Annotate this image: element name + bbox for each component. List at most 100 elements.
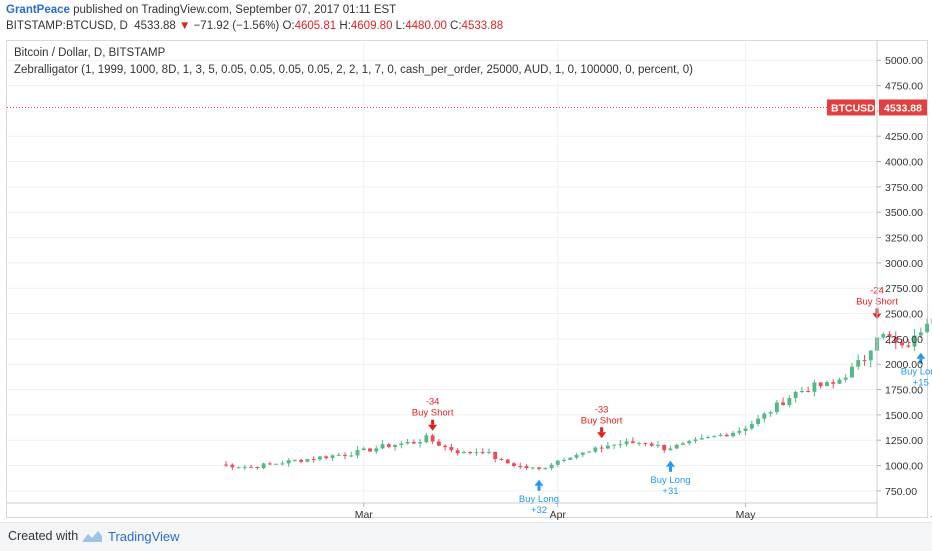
candle-body [537, 467, 541, 469]
price-change: −71.92 (−1.56%) [193, 20, 280, 32]
candle-body [505, 459, 510, 464]
candle-body [824, 382, 829, 387]
trade-pnl-label: +31 [662, 486, 678, 497]
candle-body [368, 448, 372, 452]
price-tick-label: 2500.00 [885, 309, 923, 321]
trade-signal-label: Buy Long [519, 494, 559, 505]
chart-title: Bitcoin / Dollar, D, BITSTAMP [14, 47, 166, 59]
candle-body [718, 434, 723, 436]
change-down-icon: ▼ [179, 20, 191, 32]
buy-arrow-icon [668, 466, 672, 472]
time-tick-label: Apr [550, 509, 567, 520]
time-tick-label: May [736, 509, 757, 520]
tradingview-brand-link[interactable]: TradingView [108, 529, 180, 544]
close-label: C: [450, 20, 462, 32]
candle-body [430, 435, 435, 442]
footer: Created with TradingView [0, 522, 932, 551]
candle-body [900, 342, 904, 346]
publication-header: GrantPeace published on TradingView.com,… [0, 0, 932, 36]
candle-body [762, 413, 767, 419]
candle-body [286, 460, 291, 464]
low-label: L: [395, 20, 406, 32]
buy-arrow-icon [916, 352, 926, 359]
trade-pnl-label: -34 [426, 397, 440, 408]
publication-line: GrantPeace published on TradingView.com,… [6, 4, 396, 16]
trade-signal-label: Buy Short [581, 415, 623, 426]
indicator-legend: Zebralligator (1, 1999, 1000, 8D, 1, 3, … [14, 64, 693, 76]
candle-body [480, 452, 485, 454]
high-value: 4609.80 [350, 20, 393, 32]
candle-body [918, 332, 923, 336]
candle-body [756, 418, 761, 424]
candle-body [674, 444, 679, 449]
candle-body [436, 441, 441, 446]
candle-body [424, 435, 429, 443]
price-tick-label: 4000.00 [885, 157, 923, 169]
buy-arrow-icon [919, 358, 923, 364]
candle-body [380, 444, 385, 449]
candle-body [643, 442, 648, 444]
candle-body [637, 442, 642, 444]
trade-signal-label: Buy Long [901, 367, 932, 378]
candle-body [668, 448, 673, 451]
candle-body [599, 447, 604, 449]
symbol-line: BITSTAMP:BTCUSD, D 4533.88 ▼ −71.92 (−1.… [6, 20, 503, 32]
candle-body [893, 336, 898, 343]
candle-body [499, 459, 504, 461]
candle-body [850, 366, 854, 378]
candle-body [543, 468, 548, 470]
price-tick-label: 1750.00 [885, 385, 923, 397]
trade-signal-label: Buy Short [412, 408, 454, 419]
candle-body [336, 454, 341, 456]
candle-body [236, 467, 241, 469]
author-link[interactable]: GrantPeace [6, 4, 70, 16]
candle-body [361, 448, 366, 451]
price-tick-label: 1250.00 [885, 435, 923, 447]
candle-body [799, 391, 804, 393]
buy-arrow-icon [665, 460, 675, 467]
candle-body [681, 443, 685, 445]
candle-body [418, 442, 423, 444]
candle-body [912, 335, 917, 347]
candle-body [530, 467, 535, 469]
candle-body [749, 423, 754, 429]
candle-body [299, 459, 304, 462]
price-tick-label: 1000.00 [885, 461, 923, 473]
candle-body [831, 382, 836, 384]
candle-body [461, 451, 466, 454]
candle-body [925, 323, 930, 333]
trade-pnl-label: +32 [531, 505, 547, 516]
candle-body [574, 454, 579, 458]
price-tick-label: 5000.00 [885, 55, 923, 67]
created-with-text: Created with [8, 529, 79, 543]
candle-series [224, 318, 932, 471]
candle-body [743, 428, 748, 431]
candle-body [261, 463, 266, 469]
trade-signal-label: Buy Long [650, 475, 690, 486]
candle-body [612, 444, 617, 446]
candle-body [305, 458, 310, 462]
close-value: 4533.88 [461, 20, 504, 32]
time-axis: MarAprMayJunJulAugSepOct [7, 502, 932, 520]
candle-body [731, 432, 735, 437]
candle-body [274, 463, 279, 465]
candle-body [787, 398, 792, 406]
candle-body [512, 463, 516, 467]
candle-body [411, 442, 416, 444]
price-tick-label: 3000.00 [885, 258, 923, 270]
candle-body [386, 444, 391, 447]
chart-frame[interactable] [6, 40, 928, 518]
candle-body [699, 438, 704, 440]
candle-body [781, 402, 786, 406]
candle-body [768, 412, 773, 414]
price-badge: BTCUSD 4533.88 [827, 99, 927, 116]
candle-body [843, 377, 848, 380]
candle-body [568, 457, 573, 460]
price-tick-label: 2000.00 [885, 359, 923, 371]
candle-body [593, 447, 598, 452]
candle-body [887, 334, 892, 337]
candle-body [712, 435, 717, 438]
sell-arrow-icon [600, 427, 604, 433]
